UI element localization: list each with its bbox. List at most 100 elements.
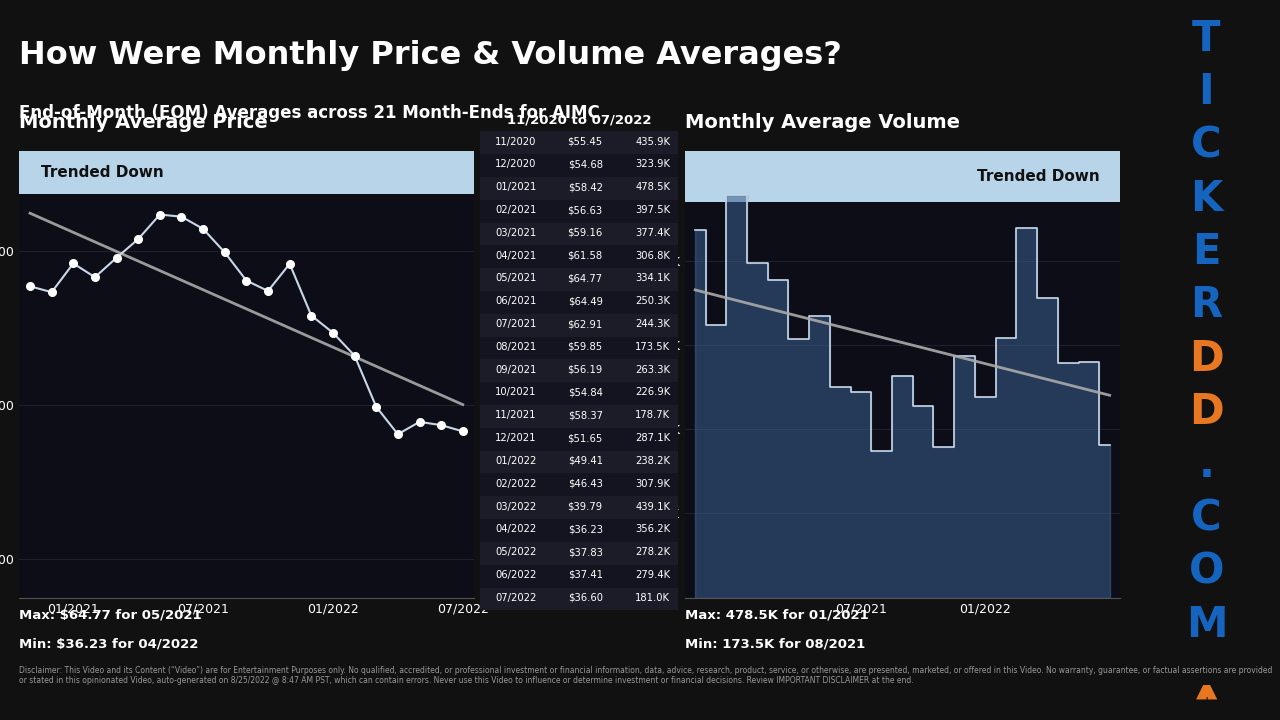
Text: M: M	[1185, 604, 1228, 646]
Text: D: D	[1189, 338, 1224, 379]
Text: 09/2021: 09/2021	[495, 365, 536, 374]
Text: $59.16: $59.16	[567, 228, 603, 238]
Text: Max: $64.77 for 05/2021: Max: $64.77 for 05/2021	[19, 608, 202, 621]
Text: Min: 173.5K for 08/2021: Min: 173.5K for 08/2021	[685, 637, 865, 650]
Bar	[480, 428, 678, 451]
Text: C: C	[1192, 498, 1221, 539]
Text: $36.60: $36.60	[567, 593, 603, 603]
Text: Disclaimer: This Video and its Content (“Video”) are for Entertainment Purposes : Disclaimer: This Video and its Content (…	[19, 666, 1272, 685]
Bar	[480, 382, 678, 405]
Bar	[480, 268, 678, 291]
Text: 03/2021: 03/2021	[495, 228, 536, 238]
Text: 263.3K: 263.3K	[635, 365, 671, 374]
Text: $37.83: $37.83	[568, 547, 603, 557]
Text: 11/2020: 11/2020	[495, 137, 536, 147]
Bar	[480, 405, 678, 428]
Text: !: !	[1204, 697, 1208, 707]
Text: 397.5K: 397.5K	[635, 205, 671, 215]
Text: $64.77: $64.77	[567, 274, 603, 284]
Text: 181.0K: 181.0K	[635, 593, 671, 603]
Text: $55.45: $55.45	[567, 137, 603, 147]
Text: Min: $36.23 for 04/2022: Min: $36.23 for 04/2022	[19, 637, 198, 650]
Text: Monthly Average Price: Monthly Average Price	[19, 113, 268, 132]
Bar	[480, 177, 678, 199]
Bar	[685, 151, 1120, 202]
Bar	[480, 222, 678, 246]
Bar	[480, 451, 678, 474]
Text: O: O	[1189, 551, 1224, 593]
Text: 05/2021: 05/2021	[495, 274, 536, 284]
Text: C: C	[1192, 125, 1221, 166]
Text: 178.7K: 178.7K	[635, 410, 671, 420]
Text: $64.49: $64.49	[567, 296, 603, 306]
Text: 334.1K: 334.1K	[635, 274, 669, 284]
Text: 03/2022: 03/2022	[495, 502, 536, 511]
Bar	[480, 199, 678, 222]
Text: End-of-Month (EOM) Averages across 21 Month-Ends for AIMC: End-of-Month (EOM) Averages across 21 Mo…	[19, 104, 600, 122]
Text: 244.3K: 244.3K	[635, 319, 669, 329]
Bar	[480, 519, 678, 542]
Text: 02/2022: 02/2022	[495, 479, 536, 489]
Text: $61.58: $61.58	[567, 251, 603, 261]
Text: $59.85: $59.85	[567, 342, 603, 352]
Text: 11/2020 to 07/2022: 11/2020 to 07/2022	[507, 113, 652, 126]
Text: 307.9K: 307.9K	[635, 479, 671, 489]
Text: 11/2021: 11/2021	[495, 410, 536, 420]
Bar	[480, 131, 678, 154]
Text: R: R	[1190, 284, 1222, 326]
Text: $49.41: $49.41	[567, 456, 603, 466]
Text: $36.23: $36.23	[567, 524, 603, 534]
Text: 356.2K: 356.2K	[635, 524, 671, 534]
Text: 04/2021: 04/2021	[495, 251, 536, 261]
Bar	[480, 337, 678, 359]
Bar	[480, 359, 678, 382]
Text: $62.91: $62.91	[567, 319, 603, 329]
Text: 08/2021: 08/2021	[495, 342, 536, 352]
Text: $46.43: $46.43	[568, 479, 603, 489]
Text: 12/2020: 12/2020	[495, 159, 536, 169]
Text: How Were Monthly Price & Volume Averages?: How Were Monthly Price & Volume Averages…	[19, 40, 842, 71]
Text: 01/2022: 01/2022	[495, 456, 536, 466]
Text: I: I	[1198, 71, 1215, 113]
Text: $54.84: $54.84	[568, 387, 603, 397]
Text: 05/2022: 05/2022	[495, 547, 536, 557]
Text: Trended Down: Trended Down	[977, 169, 1100, 184]
Bar	[480, 291, 678, 314]
Text: 435.9K: 435.9K	[635, 137, 671, 147]
Text: 306.8K: 306.8K	[635, 251, 669, 261]
Text: $37.41: $37.41	[567, 570, 603, 580]
Text: $54.68: $54.68	[567, 159, 603, 169]
Text: 01/2021: 01/2021	[495, 182, 536, 192]
Text: 377.4K: 377.4K	[635, 228, 671, 238]
Text: $56.63: $56.63	[567, 205, 603, 215]
Text: E: E	[1192, 231, 1221, 273]
Text: D: D	[1189, 391, 1224, 433]
Text: 07/2021: 07/2021	[495, 319, 536, 329]
Text: Trended Down: Trended Down	[41, 165, 164, 180]
Text: 12/2021: 12/2021	[495, 433, 536, 443]
Bar	[480, 246, 678, 268]
Text: 10/2021: 10/2021	[495, 387, 536, 397]
Text: 06/2021: 06/2021	[495, 296, 536, 306]
Text: 478.5K: 478.5K	[635, 182, 671, 192]
Bar	[480, 496, 678, 519]
Text: $58.42: $58.42	[567, 182, 603, 192]
Text: $39.79: $39.79	[567, 502, 603, 511]
Text: T: T	[1192, 18, 1221, 60]
Text: $58.37: $58.37	[567, 410, 603, 420]
Text: 07/2022: 07/2022	[495, 593, 536, 603]
Text: 238.2K: 238.2K	[635, 456, 671, 466]
Bar	[480, 154, 678, 177]
Bar	[480, 474, 678, 496]
Bar	[480, 542, 678, 564]
Text: 06/2022: 06/2022	[495, 570, 536, 580]
Bar	[480, 314, 678, 337]
Text: 279.4K: 279.4K	[635, 570, 671, 580]
Bar	[480, 564, 678, 588]
Bar	[19, 151, 474, 194]
Text: 226.9K: 226.9K	[635, 387, 671, 397]
Text: 287.1K: 287.1K	[635, 433, 671, 443]
Text: $51.65: $51.65	[567, 433, 603, 443]
Text: $56.19: $56.19	[567, 365, 603, 374]
Text: .: .	[1198, 444, 1215, 486]
